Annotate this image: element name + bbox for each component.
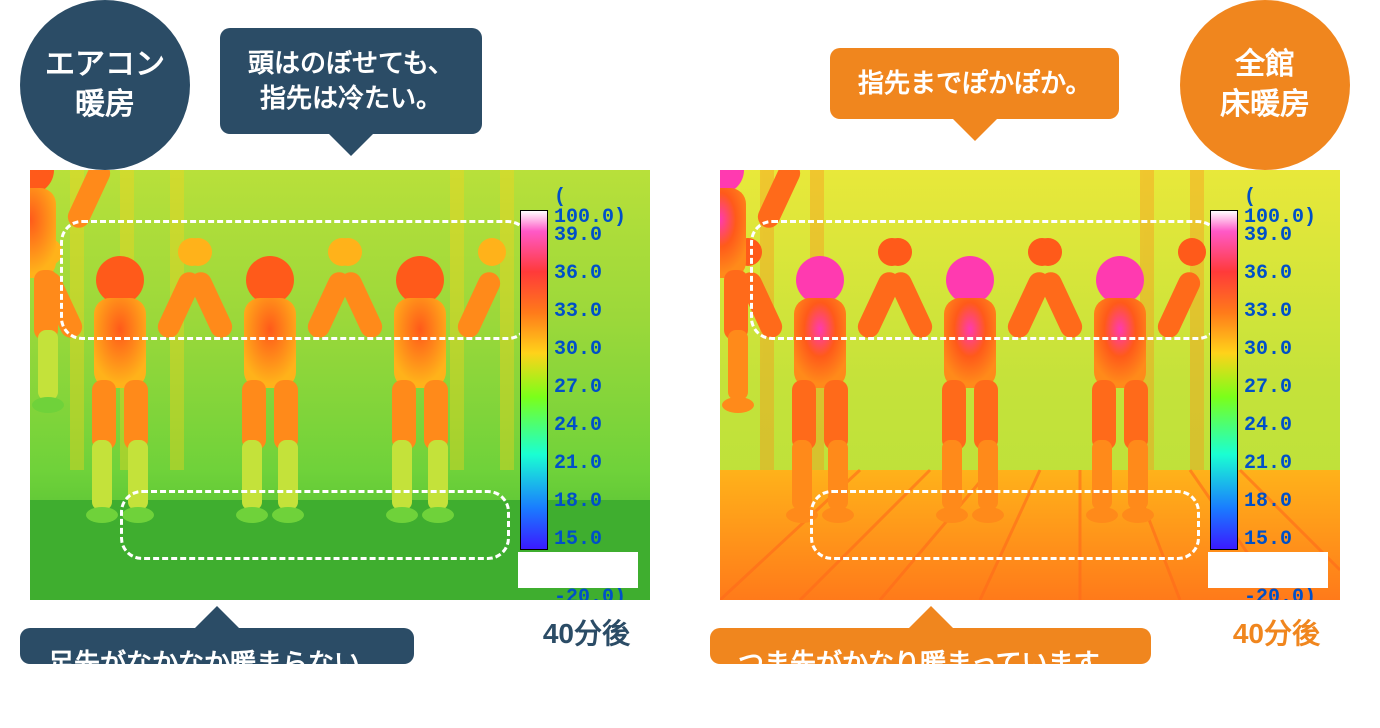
speech-tail-icon	[909, 606, 953, 628]
speech-tail-icon	[953, 119, 997, 141]
temp-scale-labels: ( 100.0) 39.0 36.0 33.0 30.0 27.0 24.0 2…	[1244, 188, 1330, 600]
temp-scale-labels: ( 100.0) 39.0 36.0 33.0 30.0 27.0 24.0 2…	[554, 188, 640, 600]
thermal-image-aircon: ( 100.0) 39.0 36.0 33.0 30.0 27.0 24.0 2…	[30, 170, 650, 600]
temp-scale-bar	[520, 210, 548, 550]
speech-bottom-aircon-text: 足先がなかなか暖まらない。	[48, 648, 386, 678]
thermal-image-floorheat: ( 100.0) 39.0 36.0 33.0 30.0 27.0 24.0 2…	[720, 170, 1340, 600]
badge-aircon: エアコン暖房	[20, 0, 190, 170]
highlight-feet-aircon	[120, 490, 510, 560]
highlight-feet-floorheat	[810, 490, 1200, 560]
badge-floorheat: 全館床暖房	[1180, 0, 1350, 170]
speech-bottom-aircon: 足先がなかなか暖まらない。	[20, 628, 414, 664]
speech-bottom-floorheat: つま先がかなり暖まっています。	[710, 628, 1151, 664]
highlight-hands-floorheat	[750, 220, 1220, 340]
temp-scale-aircon: ( 100.0) 39.0 36.0 33.0 30.0 27.0 24.0 2…	[520, 180, 640, 590]
time-label-aircon: 40分後	[543, 612, 630, 652]
highlight-hands-aircon	[60, 220, 530, 340]
speech-bottom-floorheat-text: つま先がかなり暖まっています。	[738, 648, 1123, 678]
timestamp-mask	[1208, 552, 1328, 588]
temp-scale-bar	[1210, 210, 1238, 550]
speech-top-floorheat-text: 指先までぽかぽか。	[858, 68, 1091, 98]
badge-aircon-label: エアコン暖房	[45, 45, 165, 126]
speech-top-floorheat: 指先までぽかぽか。	[830, 48, 1119, 119]
speech-top-aircon-text: 頭はのぼせても、指先は冷たい。	[248, 48, 454, 113]
temp-scale-floorheat: ( 100.0) 39.0 36.0 33.0 30.0 27.0 24.0 2…	[1210, 180, 1330, 590]
timestamp-mask	[518, 552, 638, 588]
badge-floorheat-label: 全館床暖房	[1220, 45, 1310, 126]
speech-tail-icon	[195, 606, 239, 628]
time-label-floorheat: 40分後	[1233, 612, 1320, 652]
speech-tail-icon	[329, 134, 373, 156]
speech-top-aircon: 頭はのぼせても、指先は冷たい。	[220, 28, 482, 134]
